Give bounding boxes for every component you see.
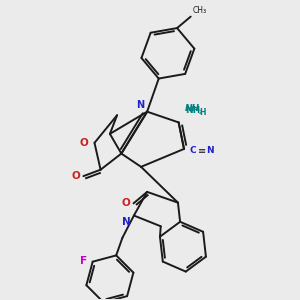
Text: H: H: [199, 108, 206, 117]
Text: N: N: [122, 217, 131, 227]
Text: ₂: ₂: [199, 107, 202, 116]
Text: F: F: [80, 256, 87, 266]
Text: N: N: [136, 100, 144, 110]
Text: O: O: [79, 138, 88, 148]
Text: N: N: [206, 146, 214, 155]
Text: C: C: [189, 146, 196, 155]
Text: O: O: [121, 198, 130, 208]
Text: ≡: ≡: [198, 146, 206, 156]
Text: O: O: [71, 171, 80, 181]
Text: NH: NH: [185, 106, 200, 115]
Text: NH: NH: [185, 104, 200, 113]
Text: CH₃: CH₃: [192, 6, 206, 15]
